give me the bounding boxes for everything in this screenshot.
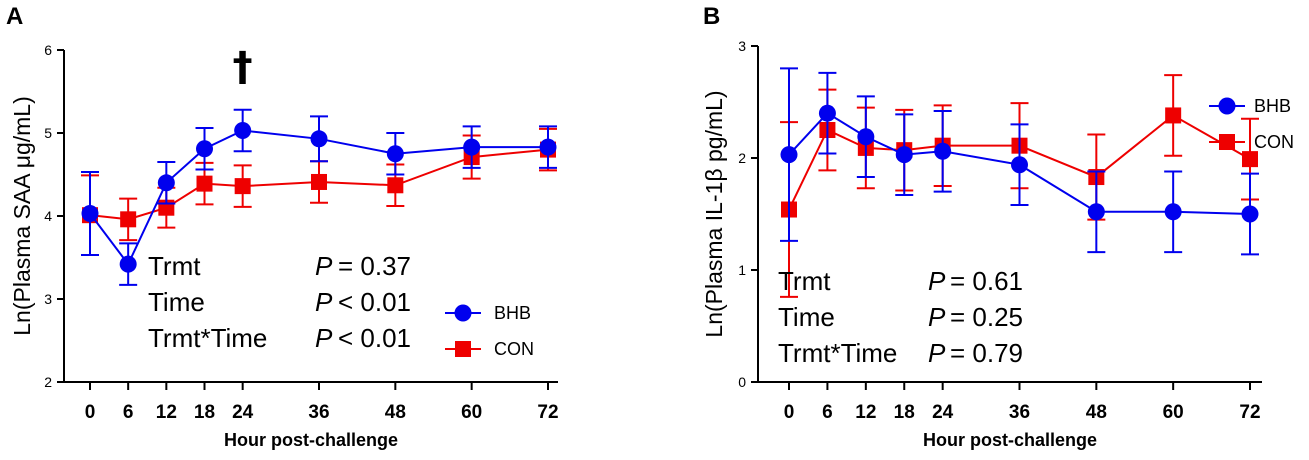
data-point	[1241, 205, 1259, 223]
legend-marker	[1218, 97, 1236, 115]
stat-p-value: < 0.01	[338, 287, 411, 317]
legend-marker	[455, 341, 471, 357]
x-tick-label: 18	[894, 402, 915, 423]
stat-p-symbol: P	[928, 266, 946, 296]
x-tick-label: 0	[784, 402, 795, 423]
data-point	[387, 177, 404, 194]
stat-label: Trmt	[778, 266, 831, 296]
y-tick-label: 3	[738, 38, 746, 54]
data-point	[196, 140, 213, 158]
x-tick-label: 12	[156, 402, 177, 423]
x-tick-label: 0	[85, 402, 96, 423]
y-tick-label: 5	[44, 125, 52, 141]
legend-label: CON	[494, 339, 534, 359]
stat-p-symbol: P	[928, 338, 946, 368]
stat-p-value: = 0.37	[338, 251, 411, 281]
data-point	[1242, 151, 1258, 168]
x-axis-label: Hour post-challenge	[923, 430, 1097, 450]
stat-label: Trmt*Time	[148, 323, 267, 353]
stat-label: Time	[148, 287, 205, 317]
data-point	[119, 255, 137, 273]
panel-label: A	[6, 3, 23, 30]
data-point	[120, 211, 137, 228]
legend-label: BHB	[494, 303, 531, 323]
legend-item-con: CON	[445, 339, 534, 359]
x-tick-label: 36	[308, 402, 329, 423]
y-tick-label: 1	[738, 262, 746, 278]
y-tick-label: 2	[738, 150, 746, 166]
data-point	[818, 104, 836, 122]
y-tick-label: 0	[738, 374, 746, 390]
legend-marker	[1219, 134, 1235, 150]
stat-p-symbol: P	[315, 323, 333, 353]
x-tick-label: 72	[537, 402, 558, 423]
panel-label: B	[703, 3, 720, 30]
legend-item-bhb: BHB	[1209, 96, 1291, 116]
data-point	[1011, 156, 1028, 174]
x-tick-label: 48	[385, 402, 406, 423]
stat-p-value: = 0.61	[950, 266, 1023, 296]
stat-label: Trmt	[148, 251, 201, 281]
stat-p-symbol: P	[315, 251, 333, 281]
x-tick-label: 60	[1163, 402, 1184, 423]
legend-marker	[454, 304, 472, 322]
data-point	[934, 142, 952, 160]
significance-dagger: †	[233, 44, 253, 90]
x-tick-label: 18	[194, 402, 215, 423]
y-tick-label: 3	[44, 291, 52, 307]
x-tick-label: 6	[123, 402, 134, 423]
legend-label: BHB	[1254, 96, 1291, 116]
y-tick-label: 6	[44, 42, 52, 58]
data-point	[311, 173, 327, 190]
data-point	[157, 174, 175, 192]
stat-p-value: < 0.01	[338, 323, 411, 353]
x-tick-label: 6	[822, 402, 833, 423]
data-point	[1087, 203, 1105, 221]
y-axis-label: Ln(Plasma IL-1β pg/mL)	[701, 90, 727, 337]
y-tick-label: 2	[44, 374, 52, 390]
stat-p-value: = 0.25	[950, 302, 1023, 332]
data-point	[1164, 203, 1182, 221]
data-point	[196, 175, 213, 192]
data-point	[1165, 107, 1182, 124]
data-point	[857, 128, 875, 146]
y-tick-label: 4	[44, 208, 52, 224]
data-point	[234, 178, 251, 195]
x-tick-label: 24	[232, 402, 254, 423]
x-tick-label: 24	[932, 402, 954, 423]
y-axis-label: Ln(Plasma SAA μg/mL)	[9, 96, 35, 336]
data-point	[895, 146, 913, 164]
x-tick-label: 36	[1009, 402, 1030, 423]
stat-label: Trmt*Time	[778, 338, 897, 368]
series-bhb	[81, 108, 557, 286]
data-point	[310, 130, 328, 148]
stat-p-value: = 0.79	[950, 338, 1023, 368]
legend-item-bhb: BHB	[445, 303, 531, 323]
x-tick-label: 72	[1239, 402, 1260, 423]
stat-p-symbol: P	[928, 302, 946, 332]
data-point	[539, 138, 557, 156]
series-bhb	[780, 67, 1259, 256]
data-point	[780, 146, 798, 164]
data-point	[386, 145, 404, 163]
x-axis-label: Hour post-challenge	[224, 430, 398, 450]
legend-item-con: CON	[1209, 132, 1294, 152]
stat-p-symbol: P	[315, 287, 333, 317]
data-point	[463, 138, 481, 156]
x-tick-label: 12	[855, 402, 876, 423]
legend-label: CON	[1254, 132, 1294, 152]
data-point	[81, 205, 99, 223]
data-point	[234, 122, 252, 140]
x-tick-label: 60	[461, 402, 482, 423]
x-tick-label: 48	[1086, 402, 1107, 423]
stat-label: Time	[778, 302, 835, 332]
